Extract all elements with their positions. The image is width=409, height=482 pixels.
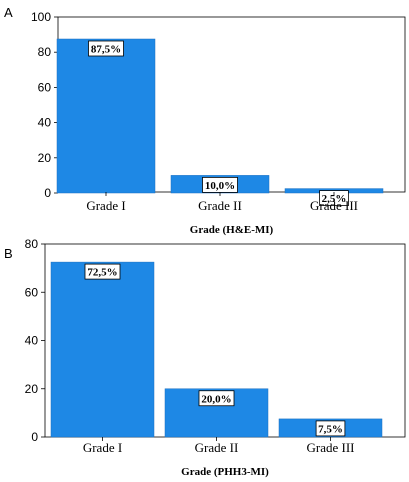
- panel-letter: B: [4, 246, 13, 261]
- x-axis-title: Grade (PHH3-MI): [181, 466, 269, 478]
- data-label: 20,0%: [201, 393, 231, 405]
- bar-grade-i: [56, 38, 156, 194]
- data-label-box: [315, 420, 346, 437]
- data-label-box: [88, 40, 124, 57]
- y-tick-label: 100: [31, 10, 51, 24]
- panel-letter: A: [4, 5, 13, 20]
- bar-grade-i: [50, 261, 155, 438]
- data-label-box: [319, 190, 349, 207]
- x-category-label: Grade II: [195, 440, 239, 455]
- data-label-box: [84, 263, 121, 280]
- y-tick-label: 20: [25, 382, 39, 396]
- x-axis-title: Grade (H&E-MI): [190, 224, 274, 236]
- x-category-label: Grade III: [307, 440, 355, 455]
- y-tick-label: 0: [44, 186, 51, 200]
- data-label: 72,5%: [87, 267, 117, 279]
- x-category-label: Grade I: [86, 198, 125, 213]
- x-category-label: Grade II: [198, 198, 242, 213]
- data-label: 10,0%: [205, 180, 235, 192]
- y-tick-label: 60: [38, 80, 52, 94]
- y-tick-label: 60: [25, 285, 39, 299]
- data-label-box: [198, 390, 235, 407]
- data-label: 7,5%: [318, 423, 343, 435]
- y-tick-label: 40: [25, 334, 39, 348]
- y-tick-label: 40: [38, 116, 52, 130]
- data-label: 87,5%: [91, 44, 121, 56]
- y-tick-label: 80: [38, 45, 52, 59]
- chart-panel-a: [54, 16, 406, 207]
- y-tick-label: 20: [38, 151, 52, 165]
- x-category-label: Grade I: [83, 440, 122, 455]
- x-category-label: Grade III: [310, 198, 358, 213]
- chart-panel-b: [41, 243, 406, 441]
- y-tick-label: 0: [31, 430, 38, 444]
- data-label: 2,5%: [322, 193, 347, 205]
- y-tick-label: 80: [25, 237, 39, 251]
